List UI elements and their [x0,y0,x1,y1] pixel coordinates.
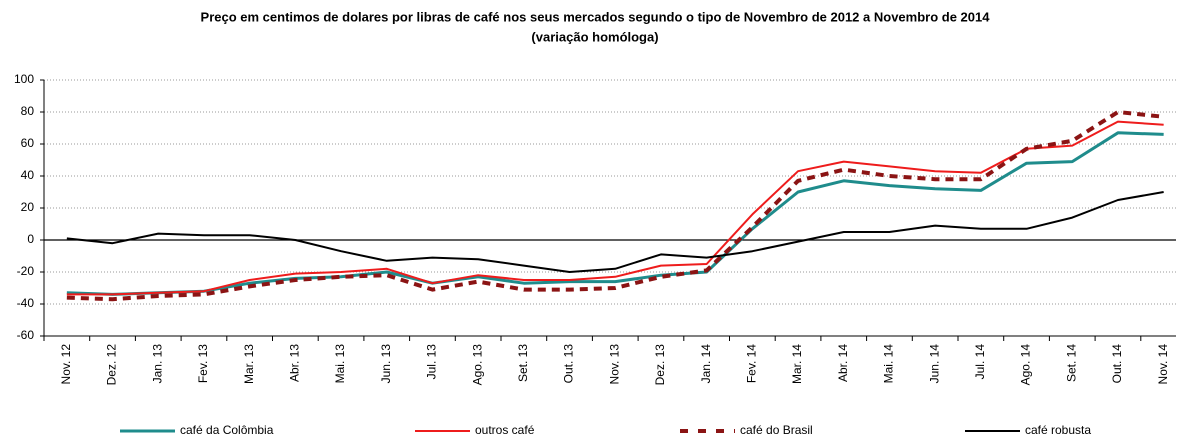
y-tick-label: 80 [21,104,35,118]
x-tick-label: Abr. 14 [836,344,850,382]
x-tick-label: Mai. 14 [882,344,896,384]
y-tick-label: -40 [17,296,35,310]
series-line [66,131,1164,296]
y-tick-label: -60 [17,328,35,342]
series-line [66,120,1164,296]
x-tick-label: Abr. 13 [288,344,302,382]
x-tick-label: Dez. 12 [105,344,119,386]
x-tick-label: Dez. 13 [653,344,667,386]
y-tick-label: 40 [21,168,35,182]
x-tick-label: Jun. 14 [927,344,941,384]
x-tick-label: Fev. 14 [745,344,759,383]
series-line [66,110,1164,302]
y-tick-label: 60 [21,136,35,150]
y-tick-label: 20 [21,200,35,214]
x-tick-label: Nov. 14 [1156,344,1170,385]
y-tick-label: -20 [17,264,35,278]
legend-label: café robusta [1025,423,1091,437]
x-tick-label: Nov. 13 [607,344,621,385]
x-tick-label: Ago. 14 [1019,344,1033,386]
y-tick-label: 100 [14,72,34,86]
x-tick-label: Ago. 13 [470,344,484,386]
x-tick-label: Jan. 14 [699,344,713,384]
x-tick-label: Out. 13 [562,344,576,384]
x-tick-label: Nov. 12 [59,344,73,385]
series-line [66,191,1164,273]
x-tick-label: Mar. 13 [242,344,256,384]
x-tick-label: Fev. 13 [196,344,210,383]
x-tick-label: Set. 14 [1064,344,1078,382]
legend-label: café do Brasil [740,423,813,437]
x-tick-label: Mar. 14 [790,344,804,384]
legend-label: café da Colômbia [180,423,274,437]
x-tick-label: Jul. 14 [973,344,987,380]
chart-title: Preço em centimos de dolares por libras … [201,9,991,24]
y-tick-label: 0 [27,232,34,246]
chart-subtitle: (variação homóloga) [531,29,658,44]
x-tick-label: Mai. 13 [333,344,347,384]
legend-label: outros café [475,423,535,437]
x-tick-label: Set. 13 [516,344,530,382]
x-tick-label: Jan. 13 [150,344,164,384]
x-tick-label: Out. 14 [1110,344,1124,384]
x-tick-label: Jun. 13 [379,344,393,384]
x-tick-label: Jul. 13 [425,344,439,380]
